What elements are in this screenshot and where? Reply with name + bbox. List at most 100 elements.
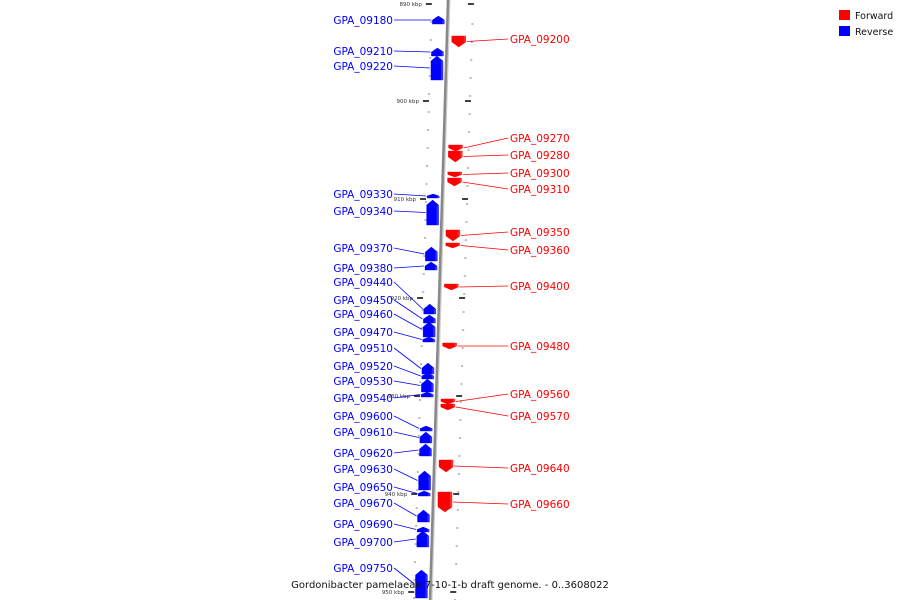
reverse-gene-leader [393,50,431,53]
forward-gene-gpa_09270-shade [460,145,463,148]
reverse-gene-gpa_09210-shade [441,52,444,56]
reverse-gene-label: GPA_09750 [333,563,393,575]
forward-gene-leader [466,38,509,42]
reverse-gene-gpa_09520-shape [421,372,434,380]
reverse-gene-leader [393,299,423,320]
reverse-gene-leader [393,486,418,494]
reverse-gene-gpa_09380-shape [424,261,438,271]
reverse-gene-leader [393,431,419,438]
forward-gene-gpa_09560-shape [440,398,456,405]
reverse-gene-label: GPA_09210 [333,46,393,58]
forward-gene-leader [462,172,509,175]
reverse-gene-leader [393,468,418,481]
reverse-gene-gpa_09530-shape [421,378,434,393]
reverse-gene-gpa_09610-shade [429,437,432,443]
reverse-gene-leader [393,281,424,310]
reverse-gene-gpa_09510-shape [421,362,435,375]
reverse-gene-label: GPA_09470 [333,327,393,339]
forward-gene-gpa_09640-shade [451,460,454,467]
reverse-gene-leader [393,523,417,530]
forward-gene-label: GPA_09310 [510,184,570,196]
reverse-gene-label: GPA_09690 [333,519,393,531]
reverse-gene-gpa_09620-shape [419,443,432,457]
reverse-gene-leader [393,394,421,399]
forward-gene-gpa_09280-shape [448,150,463,163]
axis-shadow [430,0,451,600]
reverse-gene-gpa_09340-shape [426,199,439,226]
reverse-gene-gpa_09340-shade [436,205,439,225]
forward-gene-label: GPA_09560 [510,389,570,401]
reverse-gene-label: GPA_09370 [333,243,393,255]
reverse-gene-gpa_09370-shape [425,246,438,262]
forward-gene-gpa_09560-shade [452,399,455,402]
reverse-gene-label: GPA_09670 [333,498,393,510]
reverse-gene-leader [393,538,416,543]
forward-gene-gpa_09280-shade [460,151,463,157]
forward-gene-leader [454,465,509,469]
reverse-gene-gpa_09440-shape [423,303,436,315]
kbp-tick-label: 950 kbp [382,590,405,596]
forward-gene-leader [459,285,509,288]
reverse-gene-leader [393,567,415,585]
reverse-gene-label: GPA_09510 [333,343,393,355]
reverse-gene-leader [393,313,423,330]
reverse-gene-leader [393,331,422,340]
reverse-gene-gpa_09470-shade [432,339,435,342]
forward-gene-gpa_09310-shade [459,178,462,182]
reverse-gene-gpa_09610-shape [419,431,433,444]
forward-gene-leader [455,406,509,417]
reverse-gene-gpa_09330-shade [437,196,440,198]
forward-gene-gpa_09310-shape [447,177,462,187]
legend-forward-label: Forward [855,11,893,22]
reverse-gene-label: GPA_09330 [333,189,393,201]
reverse-gene-label: GPA_09620 [333,448,393,460]
forward-gene-label: GPA_09360 [510,245,570,257]
forward-gene-gpa_09300-shape [447,171,462,178]
forward-gene-gpa_09570-shade [452,404,455,407]
reverse-gene-gpa_09460-shade [433,327,436,337]
reverse-gene-gpa_09750-shade [425,575,428,598]
reverse-gene-gpa_09210-shape [431,47,444,57]
reverse-gene-gpa_09440-shade [433,309,436,314]
forward-gene-gpa_09660-shape [437,491,453,513]
reverse-gene-gpa_09670-shade [427,515,430,522]
reverse-gene-gpa_09540-shape [420,391,434,398]
legend-forward-swatch [839,10,850,20]
kbp-tick-label: 920 kbp [391,296,414,302]
reverse-gene-gpa_09450-shade [433,319,436,323]
sequence-axis [428,0,450,600]
reverse-gene-label: GPA_09630 [333,464,393,476]
reverse-gene-gpa_09470-shape [422,336,436,343]
reverse-gene-gpa_09510-shade [431,368,434,374]
kbp-tick-label: 910 kbp [394,197,417,203]
forward-gene-gpa_09350-shade [457,230,460,236]
forward-gene-label: GPA_09570 [510,411,570,423]
forward-gene-gpa_09400-shape [444,283,459,291]
forward-gene-gpa_09300-shade [459,172,462,175]
reverse-gene-label: GPA_09460 [333,309,393,321]
reverse-gene-gpa_09180-shape [432,15,445,25]
kbp-tick-label: 940 kbp [385,492,408,498]
forward-gene-label: GPA_09200 [510,34,570,46]
reverse-gene-gpa_09330-shape [426,193,440,199]
reverse-gene-gpa_09630-shade [428,476,431,490]
forward-gene-label: GPA_09400 [510,281,570,293]
reverse-gene-leader [393,265,425,269]
reverse-gene-label: GPA_09340 [333,206,393,218]
reverse-gene-leader [393,449,419,454]
reverse-gene-gpa_09530-shade [431,384,434,392]
reverse-gene-gpa_09650-shade [428,493,431,496]
legend: Forward Reverse [839,10,893,38]
reverse-gene-gpa_09220-shade [440,61,443,80]
forward-gene-gpa_09570-shape [440,403,455,411]
forward-gene-label: GPA_09480 [510,341,570,353]
legend-reverse-label: Reverse [855,27,893,38]
kbp-tick-label: 890 kbp [399,2,422,8]
forward-gene-label: GPA_09660 [510,499,570,511]
reverse-gene-label: GPA_09520 [333,361,393,373]
reverse-gene-gpa_09700-shape [416,530,430,548]
forward-gene-label: GPA_09270 [510,133,570,145]
forward-gene-gpa_09480-shape [442,342,457,350]
reverse-gene-gpa_09690-shape [416,526,430,533]
